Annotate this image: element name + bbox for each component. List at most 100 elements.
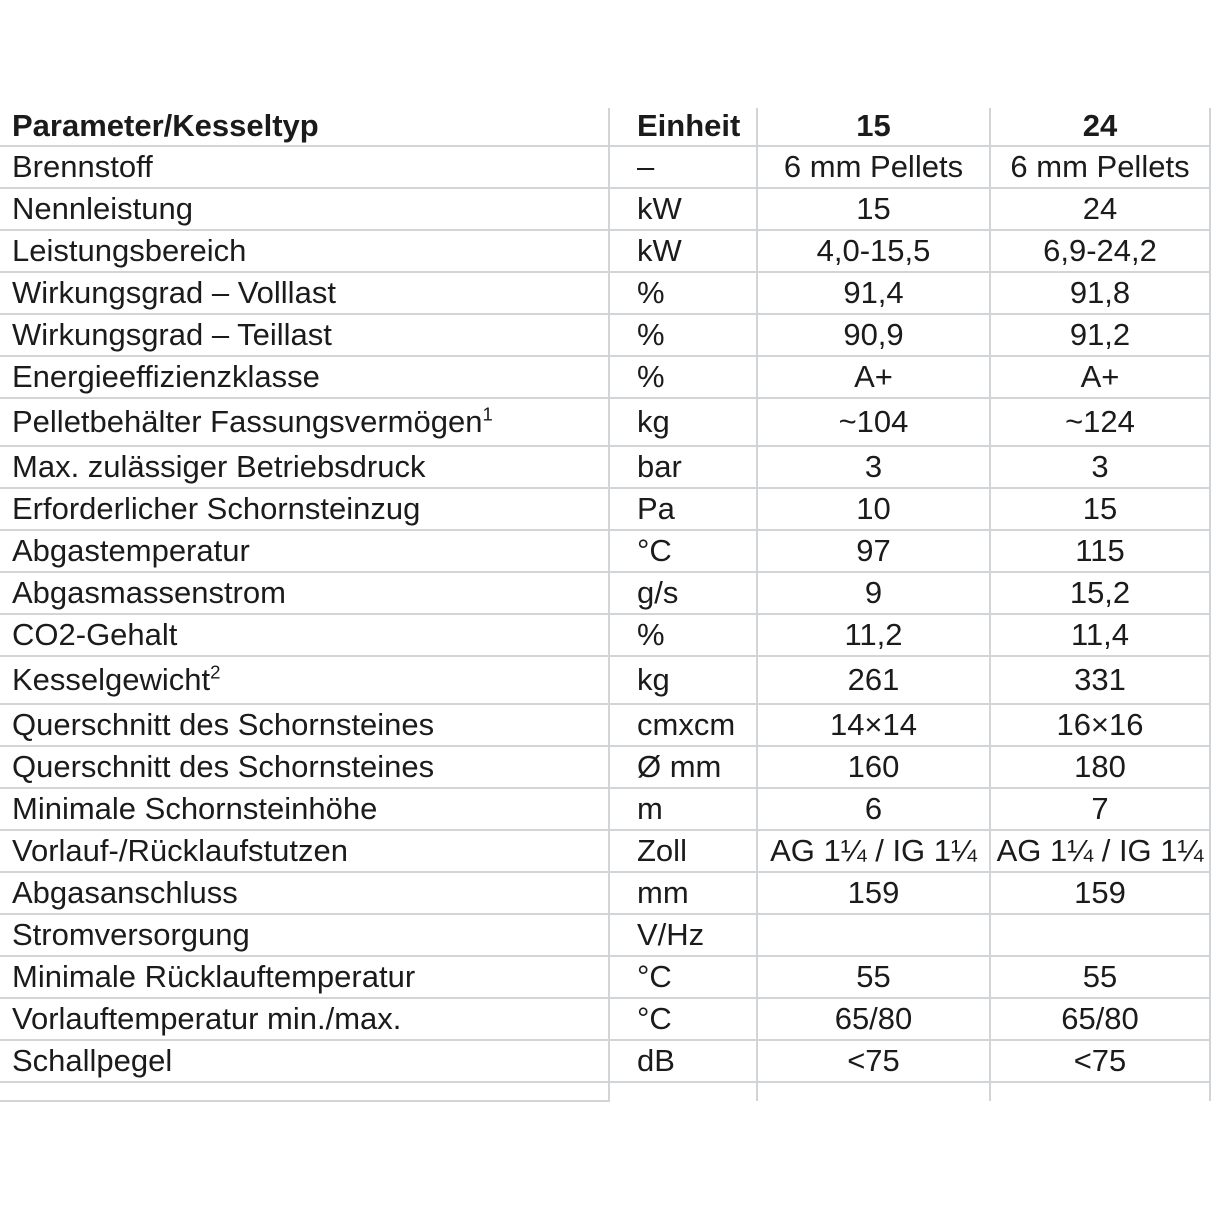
table-row: Kesselgewicht2 kg 261 331: [0, 655, 1211, 705]
cell-parameter: Leistungsbereich: [0, 229, 610, 273]
cell-parameter: Vorlauf-/Rücklaufstutzen: [0, 829, 610, 873]
cell-unit: kg: [608, 655, 758, 705]
cell-unit: m: [608, 787, 758, 831]
cell-value-24: A+: [989, 355, 1211, 399]
cell-unit: kW: [608, 187, 758, 231]
cell-value-15: 6 mm Pellets: [756, 145, 991, 189]
cell-value-24: 3: [989, 445, 1211, 489]
table-row: CO2-Gehalt% 11,2 11,4: [0, 613, 1211, 657]
table-row: Energieeffizienzklasse% A+ A+: [0, 355, 1211, 399]
cell-value-15: 9: [756, 571, 991, 615]
cell-value-15: 6: [756, 787, 991, 831]
cell-unit: Zoll: [608, 829, 758, 873]
cell-empty: [756, 1081, 991, 1101]
cell-value-15: 97: [756, 529, 991, 573]
empty-partial-row: [0, 1081, 1211, 1102]
cell-parameter: Minimale Rücklauftemperatur: [0, 955, 610, 999]
table-row: Stromversorgung V/Hz: [0, 913, 1211, 957]
cell-value-15: 3: [756, 445, 991, 489]
cell-parameter: Energieeffizienzklasse: [0, 355, 610, 399]
cell-unit: g/s: [608, 571, 758, 615]
cell-value-15: 159: [756, 871, 991, 915]
cell-parameter: Kesselgewicht2: [0, 655, 610, 705]
cell-value-15: AG 1¼ / IG 1¼: [756, 829, 991, 873]
cell-value-24: 180: [989, 745, 1211, 789]
cell-parameter: CO2-Gehalt: [0, 613, 610, 657]
cell-parameter: Stromversorgung: [0, 913, 610, 957]
cell-value-24: 331: [989, 655, 1211, 705]
table-row: Max. zulässiger Betriebsdruck bar 3 3: [0, 445, 1211, 489]
table-row: Abgasmassenstrom g/s 9 15,2: [0, 571, 1211, 615]
cell-parameter: Vorlauftemperatur min./max.: [0, 997, 610, 1041]
table-row: Minimale Schornsteinhöhe m 6 7: [0, 787, 1211, 831]
cell-parameter: Minimale Schornsteinhöhe: [0, 787, 610, 831]
cell-value-24: 11,4: [989, 613, 1211, 657]
table-row: Erforderlicher Schornsteinzug Pa 10 15: [0, 487, 1211, 531]
spec-table-container: Parameter/Kesseltyp Einheit 15 24 Brenns…: [0, 108, 1211, 1102]
cell-unit: °C: [608, 997, 758, 1041]
cell-parameter: Schallpegel: [0, 1039, 610, 1083]
cell-unit: mm: [608, 871, 758, 915]
cell-unit: Pa: [608, 487, 758, 531]
cell-parameter: Abgasanschluss: [0, 871, 610, 915]
table-row: Querschnitt des Schornsteines cmxcm 14×14 1…: [0, 703, 1211, 747]
cell-value-15: A+: [756, 355, 991, 399]
cell-value-15: 91,4: [756, 271, 991, 315]
column-header-unit: Einheit: [608, 108, 758, 147]
column-header-parameter: Parameter/Kesseltyp: [0, 108, 610, 147]
cell-value-15: 160: [756, 745, 991, 789]
cell-value-24: 15: [989, 487, 1211, 531]
cell-value-15: 15: [756, 187, 991, 231]
table-row: Vorlauf-/Rücklaufstutzen Zoll AG 1¼ / IG 1…: [0, 829, 1211, 873]
cell-value-15: 14×14: [756, 703, 991, 747]
cell-parameter: Pelletbehälter Fassungsvermögen1: [0, 397, 610, 447]
table-row: Nennleistung kW 15 24: [0, 187, 1211, 231]
cell-value-15: 90,9: [756, 313, 991, 357]
column-header-model-24: 24: [989, 108, 1211, 147]
table-row: Abgastemperatur °C 97 115: [0, 529, 1211, 573]
cell-unit: cmxcm: [608, 703, 758, 747]
footnote-marker: 2: [210, 661, 221, 683]
cell-value-24: [989, 913, 1211, 957]
cell-value-24: 15,2: [989, 571, 1211, 615]
cell-value-24: <75: [989, 1039, 1211, 1083]
cell-value-15: ~104: [756, 397, 991, 447]
cell-parameter: Abgastemperatur: [0, 529, 610, 573]
cell-value-24: 65/80: [989, 997, 1211, 1041]
cell-value-24: 91,8: [989, 271, 1211, 315]
cell-value-15: 55: [756, 955, 991, 999]
cell-parameter: Querschnitt des Schornsteines: [0, 745, 610, 789]
cell-unit: dB: [608, 1039, 758, 1083]
table-row: Querschnitt des Schornsteines Ø mm 160 180: [0, 745, 1211, 789]
cell-value-15: <75: [756, 1039, 991, 1083]
boiler-spec-table: Parameter/Kesseltyp Einheit 15 24 Brenns…: [0, 108, 1211, 1102]
cell-unit: kW: [608, 229, 758, 273]
cell-empty: [0, 1081, 610, 1102]
cell-value-24: AG 1¼ / IG 1¼: [989, 829, 1211, 873]
cell-value-24: 55: [989, 955, 1211, 999]
cell-unit: °C: [608, 529, 758, 573]
cell-parameter: Brennstoff: [0, 145, 610, 189]
cell-unit: °C: [608, 955, 758, 999]
cell-value-15: 261: [756, 655, 991, 705]
cell-empty: [989, 1081, 1211, 1101]
cell-parameter: Abgasmassenstrom: [0, 571, 610, 615]
cell-empty: [608, 1081, 758, 1101]
cell-unit: %: [608, 313, 758, 357]
cell-value-24: 16×16: [989, 703, 1211, 747]
table-row: Abgasanschluss mm 159 159: [0, 871, 1211, 915]
cell-value-15: 4,0-15,5: [756, 229, 991, 273]
cell-unit: %: [608, 613, 758, 657]
cell-parameter: Wirkungsgrad – Volllast: [0, 271, 610, 315]
table-row: Vorlauftemperatur min./max. °C 65/80 65/80: [0, 997, 1211, 1041]
cell-value-24: 159: [989, 871, 1211, 915]
cell-value-24: 6,9-24,2: [989, 229, 1211, 273]
cell-value-15: 10: [756, 487, 991, 531]
cell-unit: %: [608, 271, 758, 315]
cell-unit: Ø mm: [608, 745, 758, 789]
footnote-marker: 1: [482, 403, 493, 425]
cell-value-24: 7: [989, 787, 1211, 831]
table-header-row: Parameter/Kesseltyp Einheit 15 24: [0, 108, 1211, 147]
cell-value-24: ~124: [989, 397, 1211, 447]
cell-value-24: 6 mm Pellets: [989, 145, 1211, 189]
